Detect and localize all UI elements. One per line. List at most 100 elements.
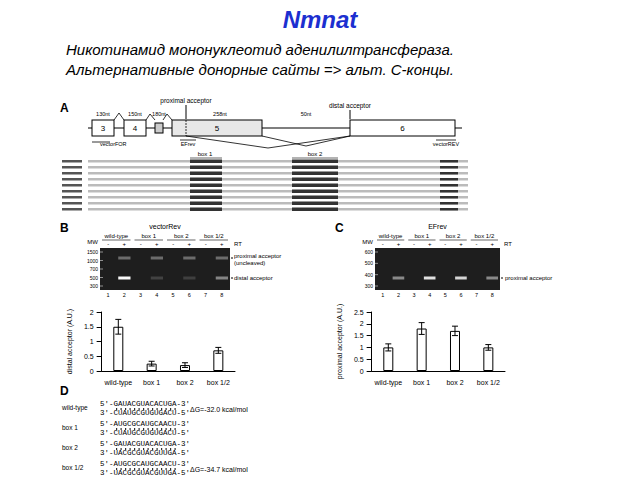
svg-text:+: + xyxy=(123,241,127,247)
svg-text:box 2: box 2 xyxy=(174,233,189,239)
svg-text:proximal acceptor: proximal acceptor xyxy=(160,97,212,105)
svg-text:2: 2 xyxy=(397,292,400,298)
svg-text:+: + xyxy=(459,241,463,247)
svg-text:500: 500 xyxy=(90,275,99,281)
svg-text:ΔG=-32.0 kcal/mol: ΔG=-32.0 kcal/mol xyxy=(190,406,248,413)
svg-text:A: A xyxy=(60,101,69,115)
svg-text:2: 2 xyxy=(360,320,364,327)
svg-text:-: - xyxy=(444,241,446,247)
svg-text:-: - xyxy=(476,241,478,247)
svg-text:+: + xyxy=(155,241,159,247)
svg-text:wild-type: wild-type xyxy=(378,233,403,239)
svg-text:-: - xyxy=(107,241,109,247)
svg-text:RT: RT xyxy=(234,241,242,247)
svg-text:3: 3 xyxy=(101,124,106,133)
svg-text:5'-GAUACGUACACUGA-3': 5'-GAUACGUACACUGA-3' xyxy=(100,440,190,448)
svg-text:7: 7 xyxy=(204,292,207,298)
svg-text:400: 400 xyxy=(365,272,374,278)
svg-text:distal acceptor: distal acceptor xyxy=(234,275,273,281)
svg-text:6: 6 xyxy=(188,292,191,298)
svg-text:1.5: 1.5 xyxy=(354,332,364,339)
svg-text:-: - xyxy=(413,241,415,247)
svg-text:D: D xyxy=(60,384,69,398)
svg-text:2: 2 xyxy=(123,292,126,298)
svg-text:C: C xyxy=(335,221,344,235)
svg-text:-: - xyxy=(205,241,207,247)
svg-text:box 1/2: box 1/2 xyxy=(477,379,500,386)
svg-text:-: - xyxy=(382,241,384,247)
svg-text:5'-AUGCGCAUGCAACU-3': 5'-AUGCGCAUGCAACU-3' xyxy=(100,420,190,428)
svg-text:1.5: 1.5 xyxy=(84,323,94,330)
svg-text:4: 4 xyxy=(155,292,158,298)
svg-text:box 1: box 1 xyxy=(198,151,213,157)
svg-text:1: 1 xyxy=(381,292,384,298)
svg-text:box 1: box 1 xyxy=(141,233,156,239)
svg-text:6: 6 xyxy=(459,292,462,298)
svg-text:+: + xyxy=(397,241,401,247)
svg-text:box 1: box 1 xyxy=(413,379,430,386)
svg-text:proximal acceptor: proximal acceptor xyxy=(234,253,281,259)
svg-text:wild-type: wild-type xyxy=(373,379,402,387)
svg-text:500: 500 xyxy=(365,260,374,266)
svg-text:0: 0 xyxy=(90,368,94,375)
svg-text:2.5: 2.5 xyxy=(354,309,364,316)
svg-text:2: 2 xyxy=(90,309,94,316)
svg-text:B: B xyxy=(60,221,69,235)
svg-text:6: 6 xyxy=(400,124,405,133)
svg-text:300: 300 xyxy=(90,283,99,289)
svg-text:5: 5 xyxy=(444,292,447,298)
svg-text:300: 300 xyxy=(365,283,374,289)
svg-text:150nt: 150nt xyxy=(128,111,142,117)
svg-text:3: 3 xyxy=(413,292,416,298)
svg-text:+: + xyxy=(428,241,432,247)
svg-text:box 2: box 2 xyxy=(176,379,193,386)
svg-text:EFrev: EFrev xyxy=(181,141,196,147)
svg-text:proximal acceptor: proximal acceptor xyxy=(505,275,552,281)
svg-text:box 1/2: box 1/2 xyxy=(204,233,224,239)
svg-text:3: 3 xyxy=(139,292,142,298)
svg-text:1500: 1500 xyxy=(87,249,98,255)
svg-text:box 2: box 2 xyxy=(446,379,463,386)
svg-text:-: - xyxy=(172,241,174,247)
svg-text:1: 1 xyxy=(360,344,364,351)
svg-text:7: 7 xyxy=(475,292,478,298)
svg-text:(uncleaved): (uncleaved) xyxy=(234,260,265,266)
svg-text:distal acceptor (A.U.): distal acceptor (A.U.) xyxy=(66,309,74,374)
svg-text:Альтернативные донорные сайты: Альтернативные донорные сайты => альт. С… xyxy=(65,61,454,78)
svg-text:3'-CUAUGCGUGUGACU-5': 3'-CUAUGCGUGUGACU-5' xyxy=(100,429,190,437)
svg-text:5: 5 xyxy=(172,292,175,298)
svg-text:box 2: box 2 xyxy=(446,233,461,239)
svg-text:vectorREV: vectorREV xyxy=(433,141,460,147)
svg-text:+: + xyxy=(220,241,224,247)
svg-text:50nt: 50nt xyxy=(301,111,312,117)
svg-text:3'-UACGCGUACGUUGA-5': 3'-UACGCGUACGUUGA-5' xyxy=(100,449,190,457)
svg-text:distal acceptor: distal acceptor xyxy=(329,102,372,110)
svg-text:box 1/2: box 1/2 xyxy=(62,464,84,471)
svg-text:Nmnat: Nmnat xyxy=(283,6,359,33)
svg-text:-: - xyxy=(140,241,142,247)
svg-text:Никотинамид мононуклеотид аден: Никотинамид мононуклеотид аденилилтрансф… xyxy=(66,41,454,58)
svg-text:+: + xyxy=(490,241,494,247)
svg-text:box 1: box 1 xyxy=(62,424,78,431)
svg-text:8: 8 xyxy=(220,292,223,298)
svg-text:5'-AUGCGCAUGCAACU-3': 5'-AUGCGCAUGCAACU-3' xyxy=(100,460,190,468)
svg-text:box 1: box 1 xyxy=(143,379,160,386)
svg-text:RT: RT xyxy=(504,241,512,247)
svg-text:box 1/2: box 1/2 xyxy=(475,233,495,239)
svg-text:600: 600 xyxy=(365,249,374,255)
svg-text:180nt: 180nt xyxy=(152,111,166,117)
svg-text:1: 1 xyxy=(107,292,110,298)
svg-text:0: 0 xyxy=(360,368,364,375)
svg-text:700: 700 xyxy=(90,266,99,272)
svg-text:3'-UACGCGUACGUUGA-5': 3'-UACGCGUACGUUGA-5' xyxy=(100,469,190,477)
svg-text:box 1/2: box 1/2 xyxy=(207,379,230,386)
svg-text:ΔG=-34.7 kcal/mol: ΔG=-34.7 kcal/mol xyxy=(190,466,248,473)
svg-text:proximal acceptor (A.U.): proximal acceptor (A.U.) xyxy=(336,304,344,379)
svg-text:0.5: 0.5 xyxy=(354,356,364,363)
svg-text:box 1: box 1 xyxy=(415,233,430,239)
svg-text:wild-type: wild-type xyxy=(103,379,132,387)
svg-text:1000: 1000 xyxy=(87,258,98,264)
svg-text:MW: MW xyxy=(362,239,373,245)
svg-text:130nt: 130nt xyxy=(96,111,110,117)
svg-text:box 2: box 2 xyxy=(308,151,323,157)
